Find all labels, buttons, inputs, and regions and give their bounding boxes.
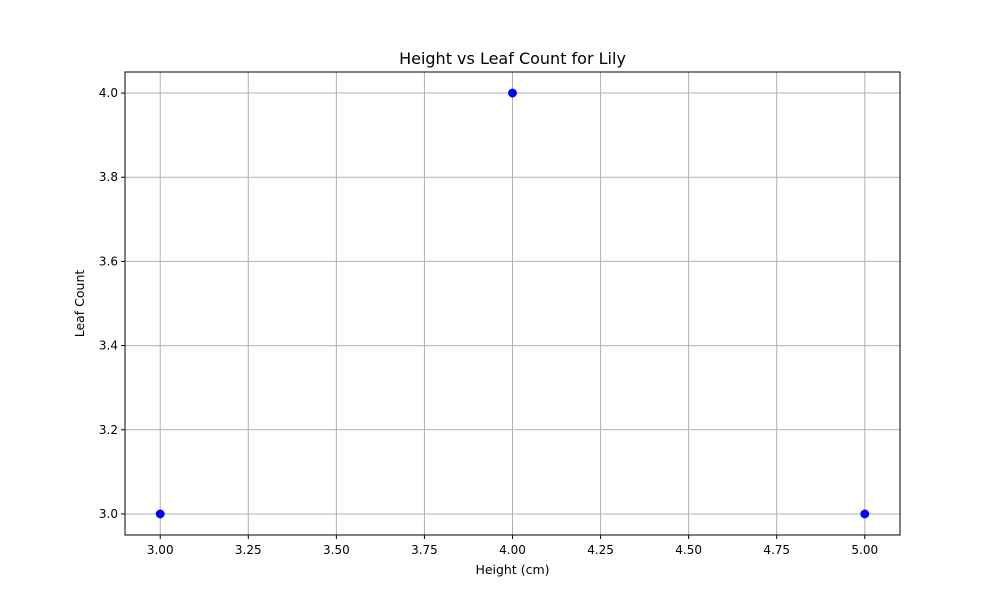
x-tick-label: 3.25 (235, 543, 262, 557)
x-tick-label: 3.00 (147, 543, 174, 557)
x-tick-label: 4.50 (675, 543, 702, 557)
y-axis-title: Leaf Count (72, 270, 87, 338)
y-tick-label: 3.8 (99, 170, 118, 184)
x-tick-label: 3.75 (411, 543, 438, 557)
y-tick-label: 4.0 (99, 86, 118, 100)
scatter-point (860, 509, 870, 519)
x-tick-label: 3.50 (323, 543, 350, 557)
y-tick-label: 3.4 (99, 339, 118, 353)
x-tick-label: 5.00 (851, 543, 878, 557)
y-tick-label: 3.6 (99, 254, 118, 268)
x-tick-label: 4.75 (763, 543, 790, 557)
y-tick-label: 3.2 (99, 423, 118, 437)
scatter-point (155, 509, 165, 519)
y-tick-label: 3.0 (99, 507, 118, 521)
x-tick-label: 4.00 (499, 543, 526, 557)
x-tick-label: 4.25 (587, 543, 614, 557)
scatter-point (508, 88, 517, 98)
point-layer (155, 88, 870, 519)
x-axis-title: Height (cm) (475, 562, 549, 577)
chart-title: Height vs Leaf Count for Lily (399, 49, 626, 68)
grid-layer (125, 72, 900, 535)
plot-frame (124, 71, 901, 536)
tick-layer: 3.00 3.25 3.50 3.75 4.00 4.25 4.50 4.75 5.00 3.0 3… (99, 86, 878, 557)
